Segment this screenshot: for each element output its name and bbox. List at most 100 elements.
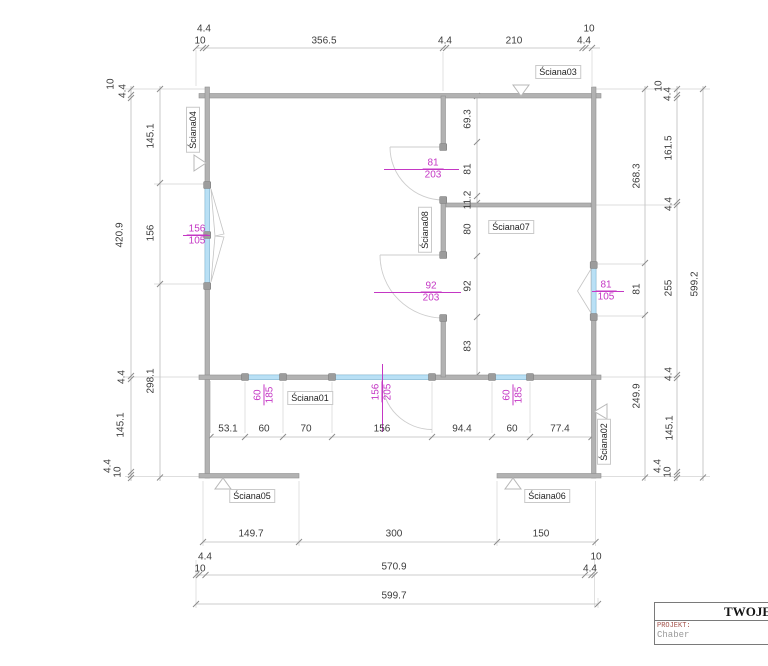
- dim-label: 249.9: [631, 383, 643, 409]
- dim-label: 10: [194, 563, 206, 575]
- dim-label: 4.4: [117, 84, 129, 98]
- opening-height: 203: [424, 169, 442, 181]
- marker-sciana03: [512, 84, 530, 97]
- dim-label: 4.4: [197, 23, 211, 35]
- door-top-arc: [389, 146, 444, 201]
- opening-leader-lines: [183, 169, 624, 432]
- tick-marks: [127, 44, 707, 608]
- dim-label: 81: [462, 163, 474, 175]
- dim-label: 92: [462, 280, 474, 292]
- dim-label: 149.7: [238, 528, 264, 540]
- opening-width: 92: [420, 281, 442, 293]
- dim-label: 4.4: [198, 551, 212, 563]
- window-left-leaf-top: [210, 188, 225, 237]
- wall-label-sciana04: Ściana04: [186, 107, 200, 153]
- dim-label: 156: [373, 423, 391, 435]
- windows: [204, 184, 597, 380]
- dim-label: 599.2: [689, 271, 701, 297]
- dimension-lines: [130, 47, 704, 605]
- window-right-size-label: 81 105: [595, 280, 617, 303]
- dim-label: 255: [663, 279, 675, 297]
- dim-label: 10: [194, 35, 206, 47]
- dim-label: 80: [462, 223, 474, 235]
- opening-height: 203: [422, 292, 440, 304]
- door-mid-size-label: 92 203: [420, 281, 442, 304]
- marker-sciana05: [214, 477, 232, 490]
- wall-direction-markers: [193, 84, 608, 490]
- door-bottom-size-label: 156 205: [370, 381, 394, 403]
- dim-label: 11.2: [462, 190, 474, 210]
- wall-sciana08-b: [440, 199, 446, 256]
- dim-label: 356.5: [311, 35, 337, 47]
- window-bottom-right-size-label: 60 185: [501, 384, 525, 406]
- dim-label: 4.4: [663, 197, 675, 211]
- dim-label: 53.1: [218, 423, 238, 435]
- walls: [198, 86, 602, 479]
- dim-label: 268.3: [631, 163, 643, 189]
- title-block: TWOJE PROJEKT: Chaber: [654, 602, 768, 645]
- window-bottom-right-glass: [491, 374, 531, 380]
- wall-sciana06: [496, 473, 602, 479]
- dim-label: 4.4: [663, 367, 675, 381]
- dim-label: 10: [590, 551, 602, 563]
- dim-label: 83: [462, 340, 474, 352]
- joint-posts: [203, 143, 598, 381]
- wall-sciana08-a: [440, 95, 446, 148]
- dim-label: 77.4: [550, 423, 570, 435]
- opening-width: 156: [186, 223, 208, 236]
- project-value: Chaber: [657, 630, 690, 640]
- dim-label: 161.5: [663, 135, 675, 161]
- wall-label-sciana08: Ściana08: [418, 207, 432, 253]
- dim-label: 298.1: [145, 368, 157, 394]
- dim-label: 10: [105, 78, 117, 90]
- wall-label-sciana02: Ściana02: [597, 419, 611, 465]
- dim-label: 156: [145, 224, 157, 242]
- dim-label: 145.1: [664, 415, 676, 441]
- opening-height: 185: [264, 386, 276, 404]
- opening-height: 185: [513, 386, 525, 404]
- wall-sciana05: [198, 473, 300, 479]
- opening-width: 60: [252, 384, 265, 406]
- dim-label: 94.4: [452, 423, 472, 435]
- dim-label: 81: [631, 283, 643, 295]
- wall-label-sciana06: Ściana06: [524, 489, 570, 503]
- dim-label: 300: [385, 528, 403, 540]
- dim-label: 10: [583, 23, 595, 35]
- dim-label: 599.7: [381, 590, 407, 602]
- window-right-leaf: [577, 267, 592, 315]
- dim-label: 10: [112, 466, 124, 478]
- opening-width: 81: [595, 280, 617, 292]
- opening-width: 156: [370, 381, 383, 403]
- dim-label: 145.1: [115, 412, 127, 438]
- marker-sciana06: [504, 477, 522, 490]
- dim-label: 4.4: [577, 35, 591, 47]
- dim-label: 69.3: [462, 109, 474, 129]
- wall-label-sciana03: Ściana03: [535, 65, 581, 79]
- opening-width: 81: [422, 158, 444, 170]
- opening-width: 60: [501, 384, 514, 406]
- dim-label: 150: [532, 528, 550, 540]
- window-bottom-left-size-label: 60 185: [252, 384, 276, 406]
- dim-label: 210: [505, 35, 523, 47]
- wall-label-sciana05: Ściana05: [229, 489, 275, 503]
- dim-label: 4.4: [438, 35, 452, 47]
- dim-label: 570.9: [381, 561, 407, 573]
- wall-sciana03: [198, 93, 602, 99]
- opening-height: 205: [382, 383, 394, 401]
- dim-label: 10: [662, 466, 674, 478]
- door-top-size-label: 81 203: [422, 158, 444, 181]
- wall-label-sciana01: Ściana01: [287, 391, 333, 405]
- window-left-leaf-bottom: [210, 235, 225, 283]
- wall-sciana08-c: [440, 317, 446, 378]
- brand-text: TWOJE: [655, 603, 768, 621]
- extension-lines: [125, 50, 710, 608]
- dim-label: 4.4: [116, 370, 128, 384]
- dim-label: 60: [258, 423, 270, 435]
- window-bottom-left-glass: [244, 374, 284, 380]
- dim-label: 145.1: [145, 123, 157, 149]
- marker-sciana04: [193, 154, 207, 172]
- wall-sciana07: [445, 202, 592, 208]
- opening-height: 105: [597, 291, 615, 303]
- casement-swings: [210, 188, 592, 315]
